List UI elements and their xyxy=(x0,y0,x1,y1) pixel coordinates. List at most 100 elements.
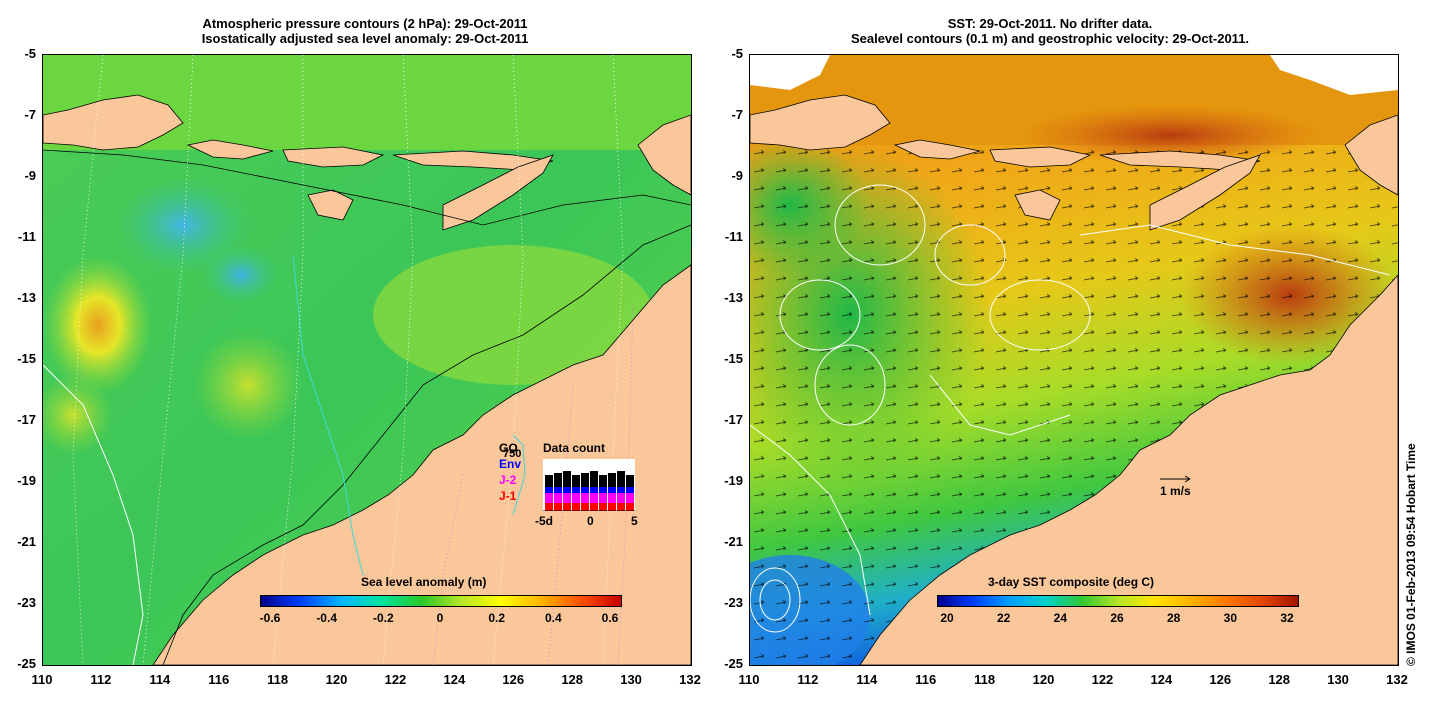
left-colorbar xyxy=(260,595,622,607)
colorbar-tick-label: 26 xyxy=(1110,611,1124,625)
x-tick-label: 114 xyxy=(149,672,171,687)
colorbar-tick-label: 24 xyxy=(1053,611,1067,625)
histogram-bar-j-1 xyxy=(608,503,616,511)
x-tick-label: 114 xyxy=(856,672,878,687)
x-tick-label: 120 xyxy=(325,672,348,687)
x-tick-label: 118 xyxy=(267,672,289,687)
left-low-anomaly-1 xyxy=(113,175,253,275)
right-title-line1: SST: 29-Oct-2011. No drifter data. xyxy=(947,16,1153,31)
histogram-bar-j-2 xyxy=(608,493,616,503)
left-bathymetry-contour-2 xyxy=(162,224,691,665)
y-tick-label: -19 xyxy=(17,473,36,488)
histogram-bar-env xyxy=(581,487,589,493)
histogram-bar-go xyxy=(599,475,607,487)
colorbar-tick-label: 0.2 xyxy=(488,611,505,625)
histogram-bar-j-2 xyxy=(572,493,580,503)
x-tick-label: 110 xyxy=(31,672,53,687)
left-shelf-anomaly xyxy=(373,245,653,385)
x-tick-label: 130 xyxy=(620,672,642,687)
velocity-scale-label: 1 m/s xyxy=(1160,484,1191,498)
histogram-bar-j-1 xyxy=(572,503,580,511)
left-map: Data count 750 GO Env J-2 J-1 -5d 0 5 Se… xyxy=(42,54,692,666)
histogram-bar-go xyxy=(554,473,562,487)
y-tick-label: -19 xyxy=(724,473,743,488)
x-tick-label: 128 xyxy=(561,672,584,687)
y-tick-label: -17 xyxy=(17,412,36,427)
histogram-bar-go xyxy=(590,471,598,487)
left-sla-contour-white xyxy=(43,364,144,665)
imos-credit: © IMOS 01-Feb-2013 09:54 Hobart Time xyxy=(1404,443,1418,666)
left-bali-lombok xyxy=(186,139,274,160)
left-australia-land xyxy=(152,264,691,665)
colorbar-tick-label: 28 xyxy=(1166,611,1181,625)
x-tick-label: 126 xyxy=(1209,672,1232,687)
x-tick-label: 132 xyxy=(1386,672,1408,687)
y-tick-label: -15 xyxy=(724,351,743,366)
histogram-bar-j-2 xyxy=(590,493,598,503)
right-colorbar-title: 3-day SST composite (deg C) xyxy=(988,575,1155,589)
legend-count: 750 xyxy=(503,448,522,460)
colorbar-tick-label: 30 xyxy=(1223,611,1237,625)
velocity-scale-arrowhead xyxy=(1184,475,1191,483)
y-tick-label: -13 xyxy=(17,290,36,305)
legend-source-go: GO xyxy=(499,441,518,455)
left-title-line1: Atmospheric pressure contours (2 hPa): 2… xyxy=(202,16,528,31)
legend-xtick-2: 5 xyxy=(631,514,638,528)
histogram-bar-j-1 xyxy=(617,503,625,511)
x-tick-label: 116 xyxy=(208,672,230,687)
histogram-bar-env xyxy=(545,487,553,493)
colorbar-tick-label: 22 xyxy=(996,611,1011,625)
colorbar-tick-label: -0.4 xyxy=(316,611,337,625)
y-tick-label: -17 xyxy=(724,412,743,427)
left-sumbawa-flores xyxy=(282,146,385,168)
left-map-canvas xyxy=(43,55,691,665)
y-tick-label: -9 xyxy=(731,168,743,183)
x-tick-label: 130 xyxy=(1327,672,1349,687)
colorbar-tick-label: 0 xyxy=(436,611,444,625)
left-colorbar-title: Sea level anomaly (m) xyxy=(361,575,487,589)
right-title-line2: Sealevel contours (0.1 m) and geostrophi… xyxy=(850,31,1250,46)
legend-source-j2: J-2 xyxy=(499,473,517,487)
histogram-bar-j-2 xyxy=(545,493,553,503)
histogram-bar-go xyxy=(617,471,625,487)
y-tick-label: -11 xyxy=(17,229,36,244)
histogram-bar-j-1 xyxy=(545,503,553,511)
histogram-bar-j-2 xyxy=(626,493,634,503)
histogram-bar-go xyxy=(581,473,589,487)
histogram-bar-go xyxy=(563,471,571,487)
y-tick-label: -25 xyxy=(17,656,36,671)
x-tick-label: 128 xyxy=(1268,672,1291,687)
right-map-canvas xyxy=(750,55,1398,665)
histogram-bar-go xyxy=(572,475,580,487)
right-tanimbar-land xyxy=(1344,114,1398,196)
y-tick-label: -7 xyxy=(731,107,743,122)
right-sealevel-contours xyxy=(750,184,1391,633)
histogram-bar-j-1 xyxy=(626,503,634,511)
x-tick-label: 112 xyxy=(90,672,112,687)
left-sla-contour-cyan xyxy=(292,254,364,576)
x-tick-label: 112 xyxy=(797,672,819,687)
y-tick-label: -5 xyxy=(731,46,743,61)
left-pressure-contours xyxy=(72,55,624,665)
histogram-bar-env xyxy=(608,487,616,493)
colorbar-tick-label: 20 xyxy=(940,611,954,625)
x-tick-label: 110 xyxy=(738,672,760,687)
histogram-bar-j-1 xyxy=(581,503,589,511)
right-colorbar xyxy=(937,595,1299,607)
colorbar-tick-label: 32 xyxy=(1280,611,1294,625)
y-tick-label: -11 xyxy=(724,229,743,244)
left-timor-land xyxy=(442,154,554,231)
histogram-bar-env xyxy=(554,487,562,493)
legend-title: Data count xyxy=(543,441,606,455)
left-tanimbar-land xyxy=(637,114,691,196)
histogram-bar-j-2 xyxy=(554,493,562,503)
right-sumba-land xyxy=(1014,189,1061,221)
histogram-bar-go xyxy=(608,473,616,487)
colorbar-tick-label: 0.4 xyxy=(544,611,562,625)
histogram-bar-j-2 xyxy=(581,493,589,503)
left-coast-contour-cyan xyxy=(512,434,526,516)
right-timor-land xyxy=(1149,154,1261,231)
histogram-bar-env xyxy=(590,487,598,493)
x-tick-label: 124 xyxy=(443,672,466,687)
legend-source-j1: J-1 xyxy=(499,489,517,503)
